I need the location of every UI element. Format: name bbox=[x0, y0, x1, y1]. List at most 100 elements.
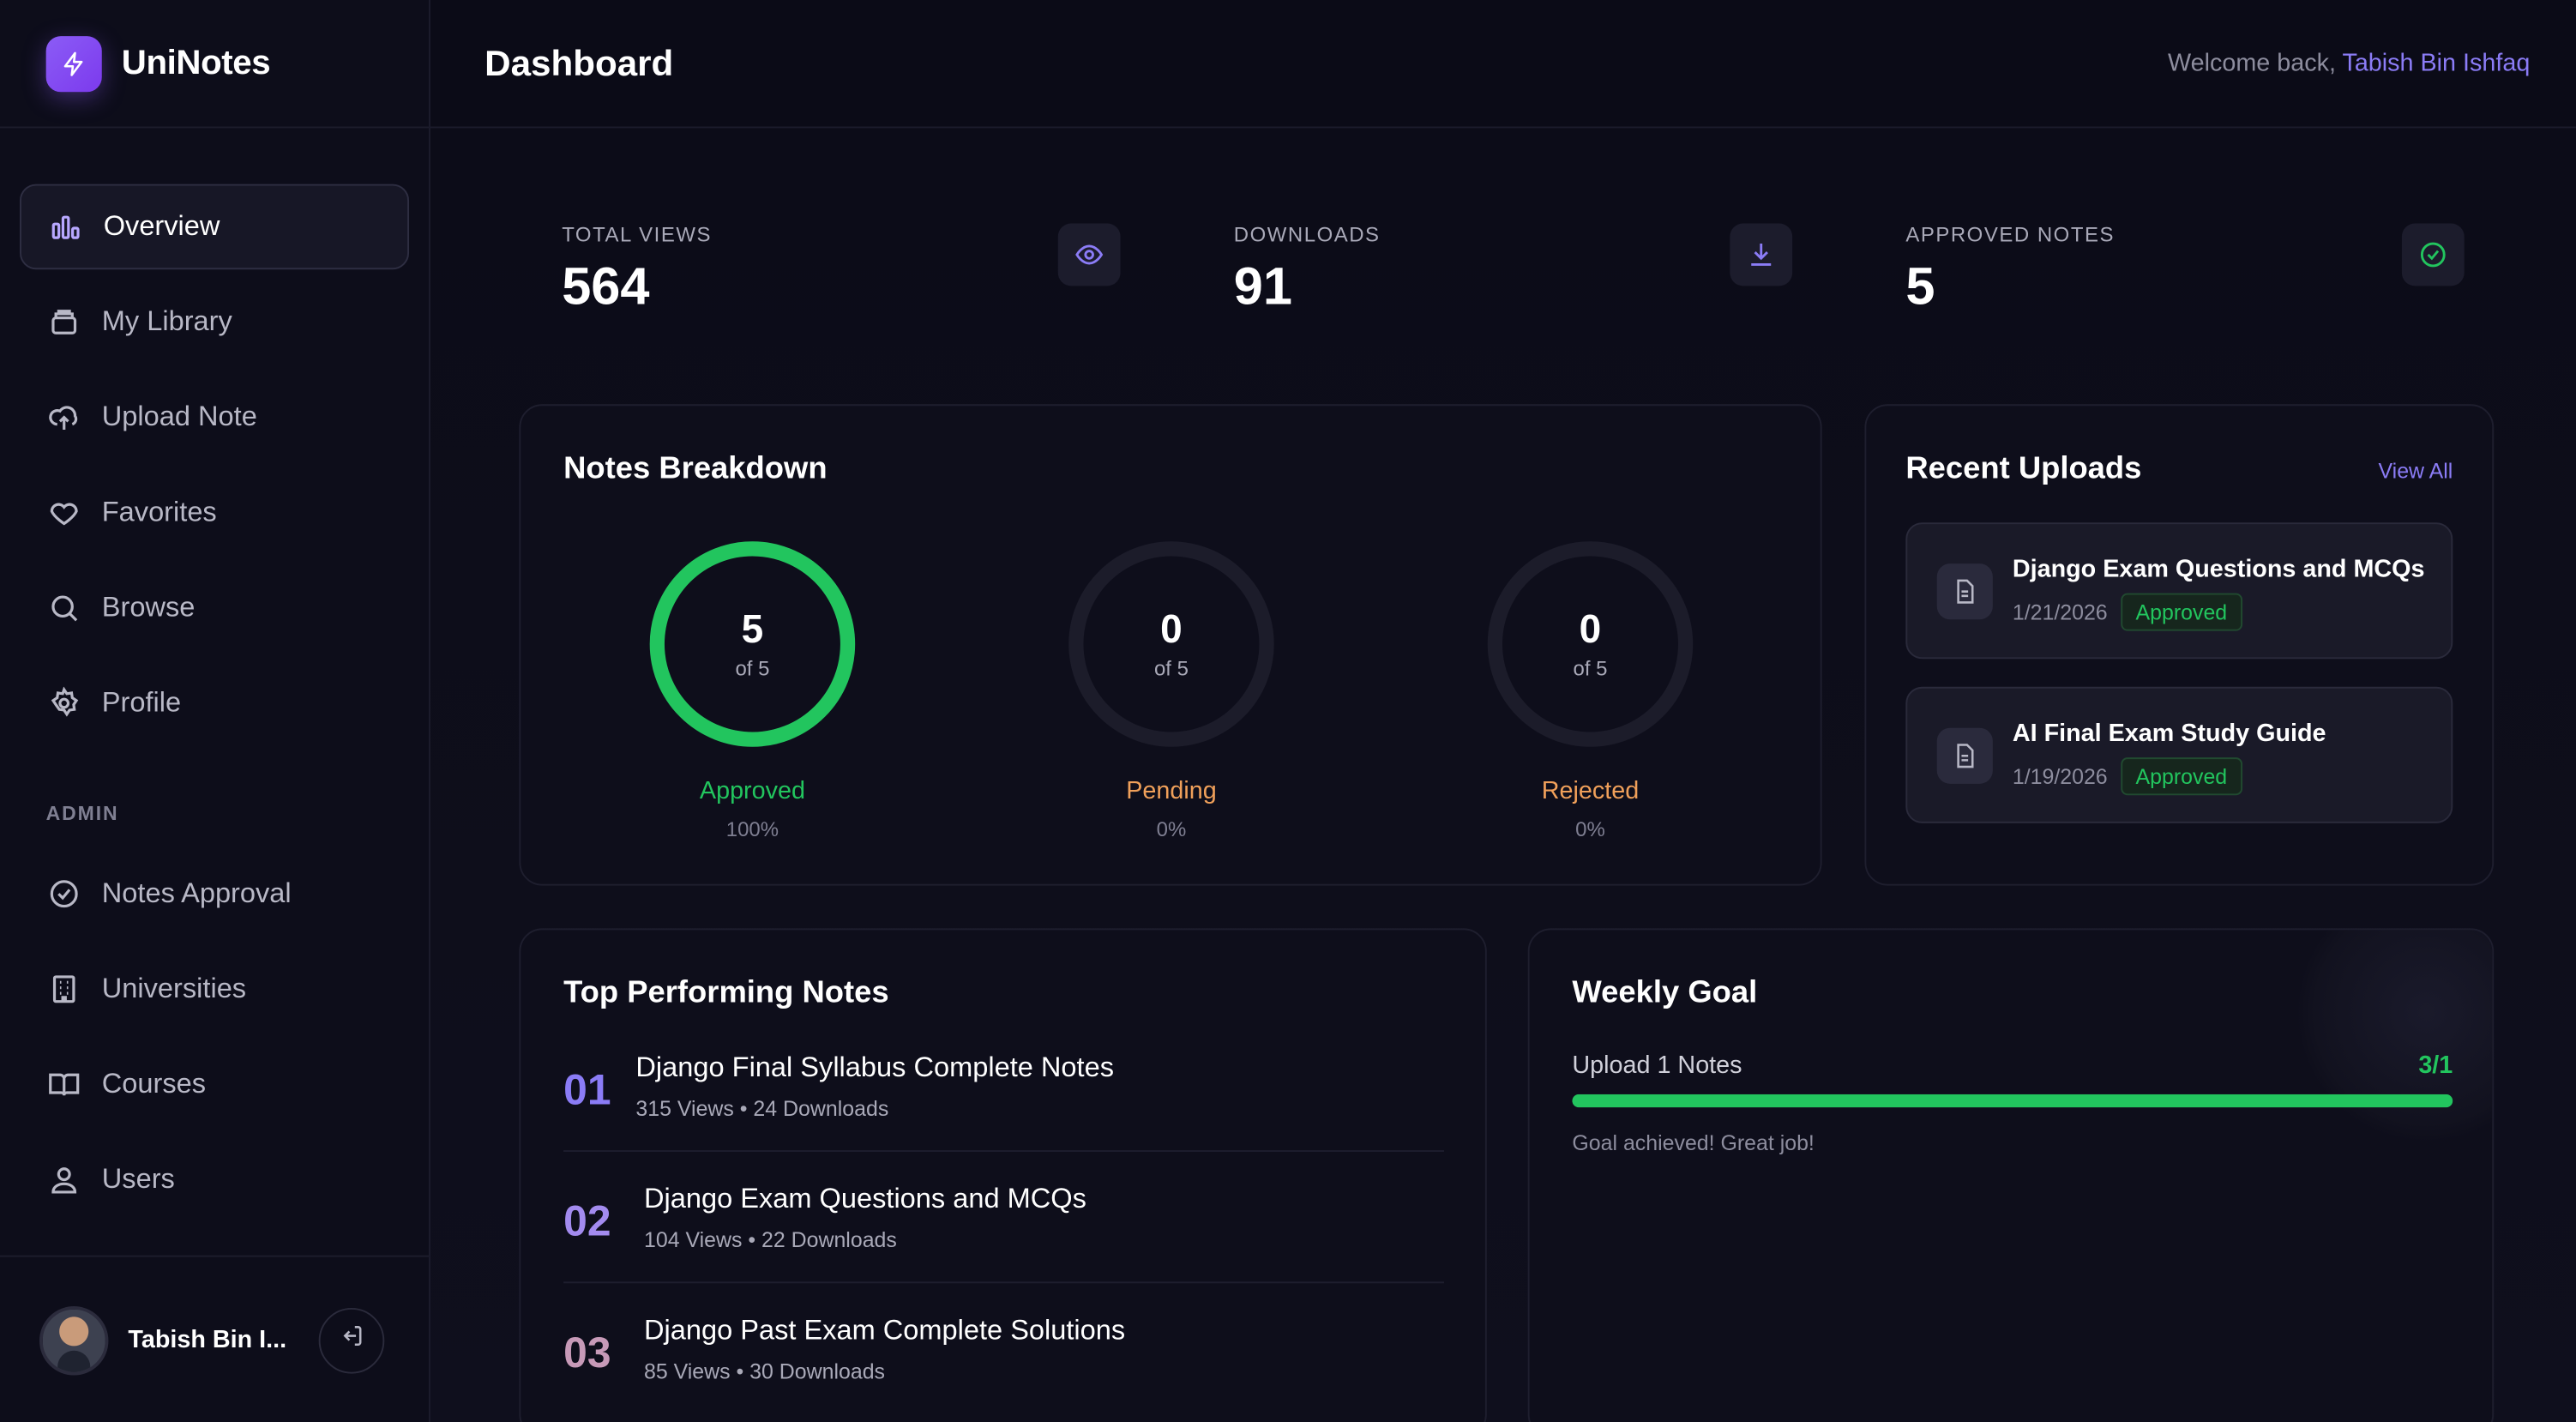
ring-label: Rejected bbox=[1541, 777, 1640, 805]
recent-uploads-card: Recent Uploads View All Django Exam Ques… bbox=[1864, 404, 2495, 886]
sidebar-item-users[interactable]: Users bbox=[20, 1137, 409, 1223]
note-title: Django Final Syllabus Complete Notes bbox=[635, 1051, 1115, 1083]
cloud-upload-icon bbox=[46, 400, 82, 436]
building-icon bbox=[46, 971, 82, 1007]
logout-icon bbox=[339, 1323, 365, 1357]
sidebar-item-label: Favorites bbox=[101, 496, 217, 527]
check-circle-icon bbox=[46, 876, 82, 912]
download-icon bbox=[1730, 223, 1793, 286]
top-note-row[interactable]: 03 Django Past Exam Complete Solutions 8… bbox=[563, 1308, 1444, 1422]
goal-value: 3/1 bbox=[2418, 1051, 2453, 1080]
ring-total: of 5 bbox=[735, 657, 770, 681]
sidebar-item-label: Upload Note bbox=[101, 401, 257, 432]
note-title: Django Exam Questions and MCQs bbox=[643, 1183, 1086, 1214]
sidebar-item-courses[interactable]: Courses bbox=[20, 1042, 409, 1128]
upload-date: 1/21/2026 bbox=[2012, 600, 2108, 625]
ring-approved: 5 of 5 Approved 100% bbox=[646, 537, 859, 841]
dashboard-main: TOTAL VIEWS 564 DOWNLOADS 91 APPROVED NO… bbox=[430, 128, 2576, 1422]
users-icon bbox=[46, 1161, 82, 1197]
sidebar-item-my-library[interactable]: My Library bbox=[20, 280, 409, 365]
status-badge: Approved bbox=[2121, 593, 2242, 631]
ring-value: 5 bbox=[741, 607, 764, 653]
sidebar-item-label: Users bbox=[101, 1163, 175, 1195]
page-title: Dashboard bbox=[485, 41, 674, 83]
heart-icon bbox=[46, 495, 82, 531]
top-notes-title: Top Performing Notes bbox=[563, 975, 889, 1011]
stat-value: 5 bbox=[1905, 256, 1935, 316]
sidebar-user: Tabish Bin I... bbox=[0, 1255, 430, 1422]
notes-breakdown-card: Notes Breakdown 5 of 5 Approved 100% 0 bbox=[519, 404, 1822, 886]
sidebar-nav: Overview My Library Upload Note Favorite… bbox=[0, 128, 429, 1222]
sidebar-item-notes-approval[interactable]: Notes Approval bbox=[20, 851, 409, 937]
search-icon bbox=[46, 590, 82, 626]
status-badge: Approved bbox=[2121, 757, 2242, 796]
note-rank: 02 bbox=[563, 1196, 611, 1246]
note-meta: 315 Views • 24 Downloads bbox=[635, 1095, 889, 1121]
ring-label: Approved bbox=[699, 777, 805, 805]
sidebar-item-label: Notes Approval bbox=[101, 877, 292, 909]
notes-breakdown-title: Notes Breakdown bbox=[563, 451, 828, 487]
sidebar-item-favorites[interactable]: Favorites bbox=[20, 470, 409, 556]
top-note-row[interactable]: 02 Django Exam Questions and MCQs 104 Vi… bbox=[563, 1177, 1444, 1308]
goal-label: Upload 1 Notes bbox=[1572, 1051, 1742, 1080]
goal-message: Goal achieved! Great job! bbox=[1572, 1130, 1815, 1155]
upload-title: Django Exam Questions and MCQs bbox=[2012, 555, 2425, 584]
sidebar-item-browse[interactable]: Browse bbox=[20, 565, 409, 651]
avatar[interactable] bbox=[39, 1305, 109, 1375]
sidebar-item-profile[interactable]: Profile bbox=[20, 660, 409, 746]
recent-uploads-title: Recent Uploads bbox=[1905, 451, 2142, 487]
welcome-user-link[interactable]: Tabish Bin Ishfaq bbox=[2342, 49, 2531, 78]
logout-button[interactable] bbox=[318, 1307, 385, 1373]
note-meta: 85 Views • 30 Downloads bbox=[643, 1359, 886, 1384]
weekly-goal-title: Weekly Goal bbox=[1572, 975, 1758, 1011]
stat-approved-notes: APPROVED NOTES 5 bbox=[1905, 223, 2465, 322]
divider bbox=[563, 1281, 1444, 1284]
document-icon bbox=[1936, 563, 1993, 620]
decorative-target-icon bbox=[2295, 930, 2493, 1144]
sidebar-item-upload-note[interactable]: Upload Note bbox=[20, 375, 409, 461]
note-rank: 03 bbox=[563, 1327, 611, 1377]
recent-upload-item[interactable]: AI Final Exam Study Guide 1/19/2026 Appr… bbox=[1905, 686, 2453, 823]
sidebar-item-label: Universities bbox=[101, 973, 247, 1004]
sidebar-item-label: Browse bbox=[101, 591, 196, 624]
sidebar-item-label: Courses bbox=[101, 1068, 207, 1100]
note-title: Django Past Exam Complete Solutions bbox=[643, 1314, 1126, 1347]
stat-downloads: DOWNLOADS 91 bbox=[1233, 223, 1793, 322]
note-meta: 104 Views • 22 Downloads bbox=[643, 1227, 897, 1252]
check-circle-icon bbox=[2401, 223, 2465, 286]
ring-percent: 0% bbox=[1575, 818, 1605, 841]
bolt-logo-icon bbox=[45, 35, 102, 92]
bar-chart-icon bbox=[48, 208, 84, 244]
weekly-goal-card: Weekly Goal Upload 1 Notes 3/1 Goal achi… bbox=[1527, 928, 2495, 1422]
sidebar-item-label: Overview bbox=[103, 210, 220, 242]
ring-pending: 0 of 5 Pending 0% bbox=[1064, 537, 1278, 841]
stat-label: DOWNLOADS bbox=[1233, 223, 1381, 247]
ring-total: of 5 bbox=[1153, 657, 1189, 681]
admin-section-heading: ADMIN bbox=[45, 801, 119, 825]
top-notes-card: Top Performing Notes 01 Django Final Syl… bbox=[519, 928, 1487, 1422]
note-rank: 01 bbox=[563, 1064, 611, 1114]
view-all-link[interactable]: View All bbox=[2378, 458, 2453, 484]
document-icon bbox=[1936, 727, 1993, 784]
ring-rejected: 0 of 5 Rejected 0% bbox=[1484, 537, 1697, 841]
progress-ring: 5 of 5 bbox=[646, 537, 859, 750]
stat-label: TOTAL VIEWS bbox=[562, 223, 712, 247]
goal-row: Upload 1 Notes 3/1 bbox=[1572, 1051, 2453, 1080]
top-note-row[interactable]: 01 Django Final Syllabus Complete Notes … bbox=[563, 1045, 1444, 1176]
stat-value: 564 bbox=[562, 256, 650, 316]
stat-label: APPROVED NOTES bbox=[1905, 223, 2116, 247]
sidebar-item-overview[interactable]: Overview bbox=[19, 184, 410, 270]
app-name: UniNotes bbox=[121, 43, 271, 81]
divider bbox=[563, 1150, 1444, 1152]
brand[interactable]: UniNotes bbox=[0, 0, 430, 129]
book-open-icon bbox=[46, 1066, 82, 1102]
ring-percent: 100% bbox=[725, 818, 779, 841]
progress-ring: 0 of 5 bbox=[1064, 537, 1278, 750]
progress-ring: 0 of 5 bbox=[1484, 537, 1697, 750]
sidebar-item-universities[interactable]: Universities bbox=[20, 947, 409, 1033]
ring-value: 0 bbox=[1579, 607, 1602, 653]
recent-upload-item[interactable]: Django Exam Questions and MCQs 1/21/2026… bbox=[1905, 522, 2453, 660]
stat-value: 91 bbox=[1233, 256, 1292, 316]
stat-total-views: TOTAL VIEWS 564 bbox=[562, 223, 1121, 322]
ring-percent: 0% bbox=[1156, 818, 1187, 841]
